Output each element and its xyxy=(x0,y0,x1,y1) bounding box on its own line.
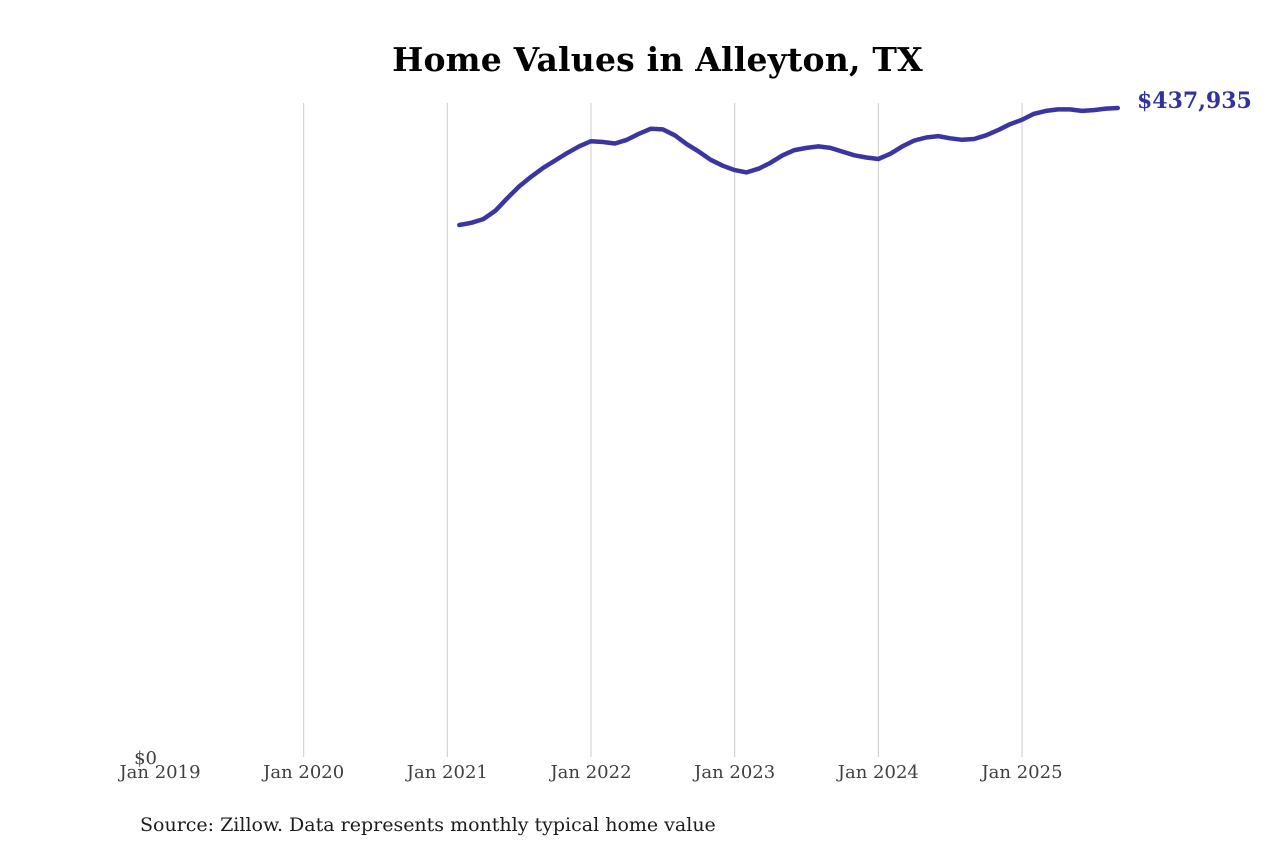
x-axis-label: Jan 2021 xyxy=(406,762,488,783)
x-axis-label: Jan 2024 xyxy=(837,762,919,783)
home-value-line xyxy=(457,105,1121,228)
latest-value-label: $437,935 xyxy=(1137,88,1252,114)
x-axis-label: Jan 2023 xyxy=(694,762,776,783)
x-axis-label: Jan 2019 xyxy=(119,762,201,783)
source-note: Source: Zillow. Data represents monthly … xyxy=(140,814,716,836)
chart-title: Home Values in Alleyton, TX xyxy=(392,40,923,79)
x-axis-label: Jan 2022 xyxy=(550,762,632,783)
y-axis-zero-label: $0 xyxy=(134,748,157,769)
x-axis-label: Jan 2020 xyxy=(263,762,345,783)
x-axis-label: Jan 2025 xyxy=(981,762,1063,783)
